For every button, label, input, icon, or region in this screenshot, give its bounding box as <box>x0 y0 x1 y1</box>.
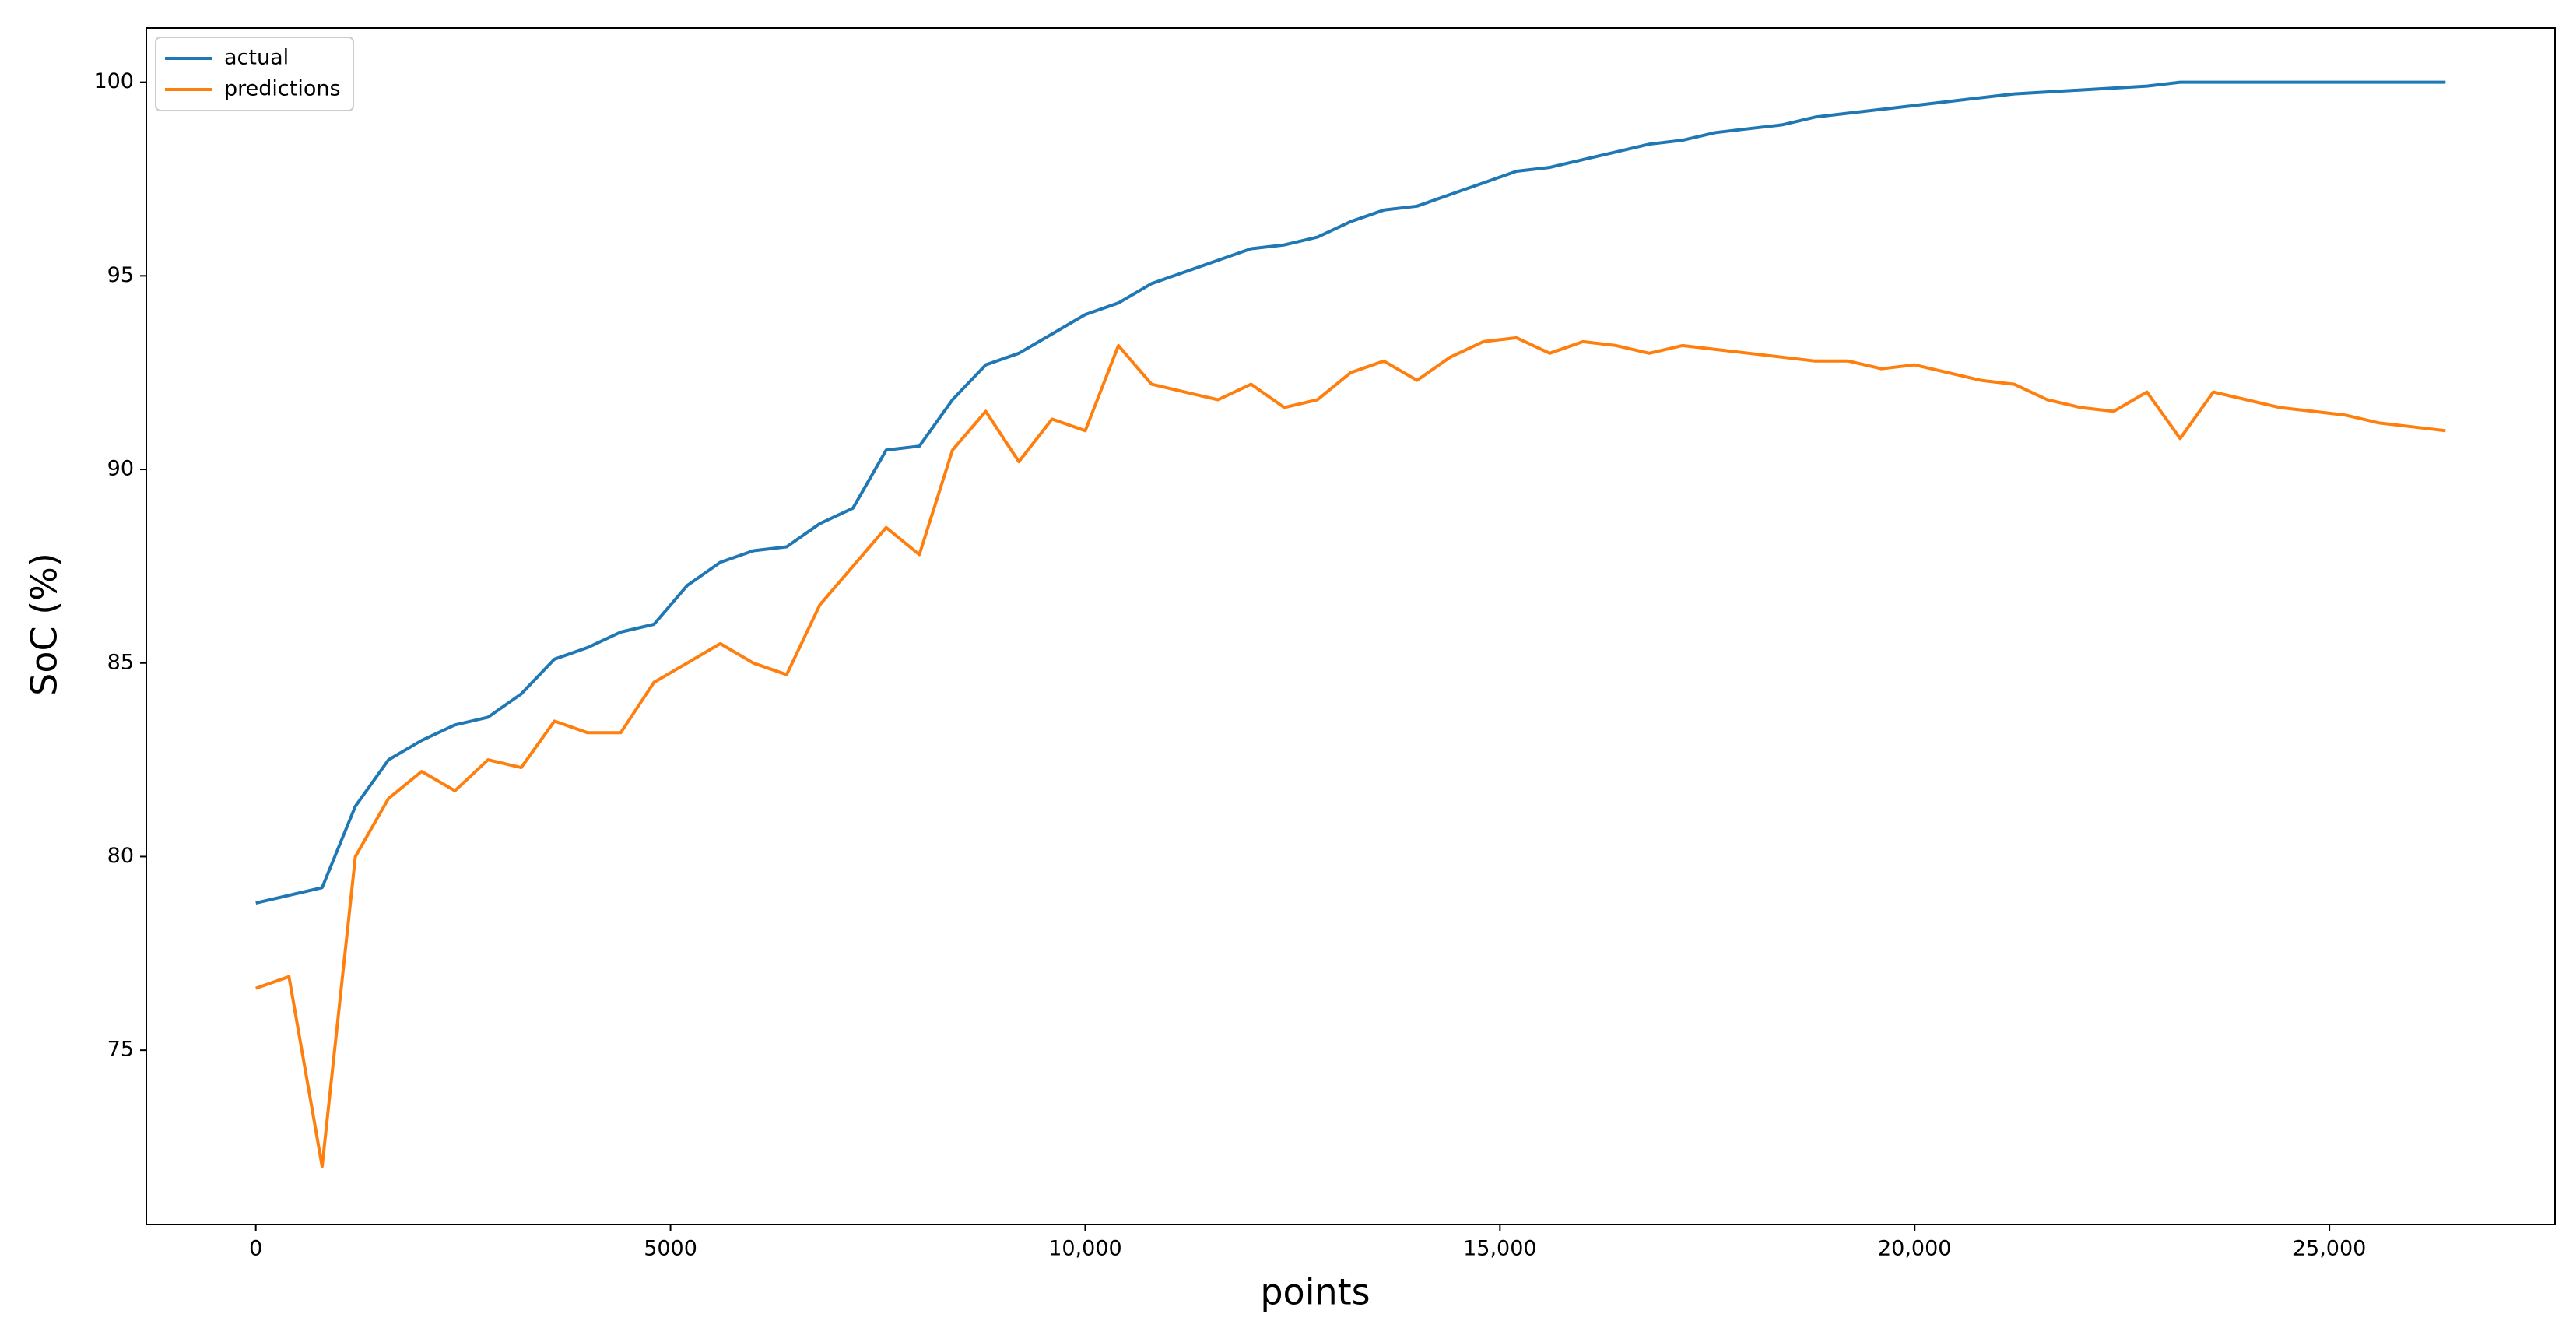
y-tick-label: 95 <box>107 263 134 287</box>
y-axis-label: SoC (%) <box>23 553 65 696</box>
line-series <box>255 80 2446 905</box>
plot-frame <box>146 27 2556 1225</box>
x-tick-label: 15,000 <box>1463 1237 1536 1261</box>
y-tick-label: 85 <box>107 650 134 674</box>
line-series <box>255 336 2446 1168</box>
x-tick-label: 5000 <box>644 1237 697 1261</box>
y-tick-label: 80 <box>107 844 134 868</box>
legend-box <box>155 37 354 111</box>
y-tick-label: 90 <box>107 457 134 481</box>
y-tick-label: 75 <box>107 1038 134 1062</box>
x-tick-label: 10,000 <box>1048 1237 1121 1261</box>
legend-label: actual <box>224 46 289 70</box>
x-axis-label: points <box>1260 1271 1370 1313</box>
y-tick-label: 100 <box>93 69 134 93</box>
legend-label: predictions <box>224 77 341 101</box>
x-tick-label: 20,000 <box>1878 1237 1951 1261</box>
x-tick-label: 0 <box>249 1237 262 1261</box>
x-tick-label: 25,000 <box>2293 1237 2366 1261</box>
